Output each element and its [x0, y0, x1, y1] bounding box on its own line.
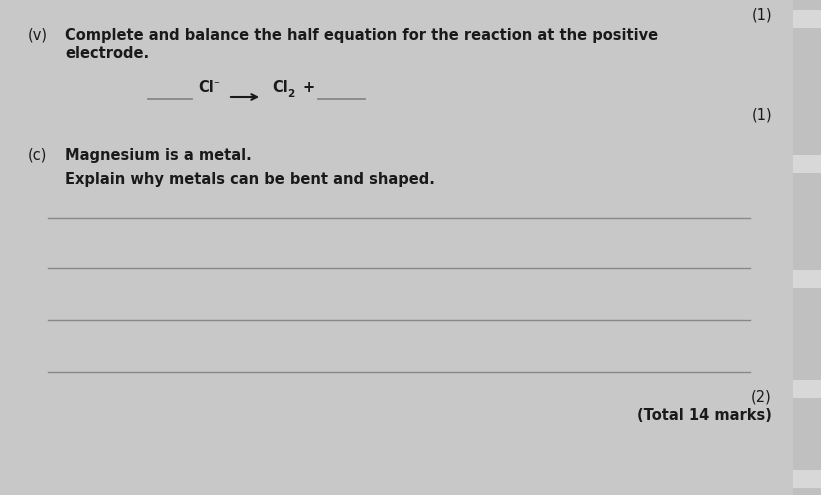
- Text: Magnesium is a metal.: Magnesium is a metal.: [65, 148, 252, 163]
- Bar: [793, 270, 821, 288]
- Text: (1): (1): [751, 8, 772, 23]
- Bar: [793, 10, 821, 28]
- Text: (c): (c): [28, 148, 48, 163]
- Text: electrode.: electrode.: [65, 46, 149, 61]
- Text: ⁻: ⁻: [213, 80, 219, 90]
- Bar: [793, 380, 821, 398]
- Text: (Total 14 marks): (Total 14 marks): [637, 408, 772, 423]
- Text: (1): (1): [751, 108, 772, 123]
- Text: 2: 2: [287, 89, 294, 99]
- Text: (v): (v): [28, 28, 48, 43]
- Bar: [793, 155, 821, 173]
- Text: Complete and balance the half equation for the reaction at the positive: Complete and balance the half equation f…: [65, 28, 658, 43]
- Text: +: +: [302, 80, 314, 95]
- Text: Cl: Cl: [198, 80, 213, 95]
- Text: Cl: Cl: [272, 80, 287, 95]
- Text: Explain why metals can be bent and shaped.: Explain why metals can be bent and shape…: [65, 172, 435, 187]
- Bar: [793, 470, 821, 488]
- Bar: [793, 0, 821, 495]
- Text: (2): (2): [751, 390, 772, 405]
